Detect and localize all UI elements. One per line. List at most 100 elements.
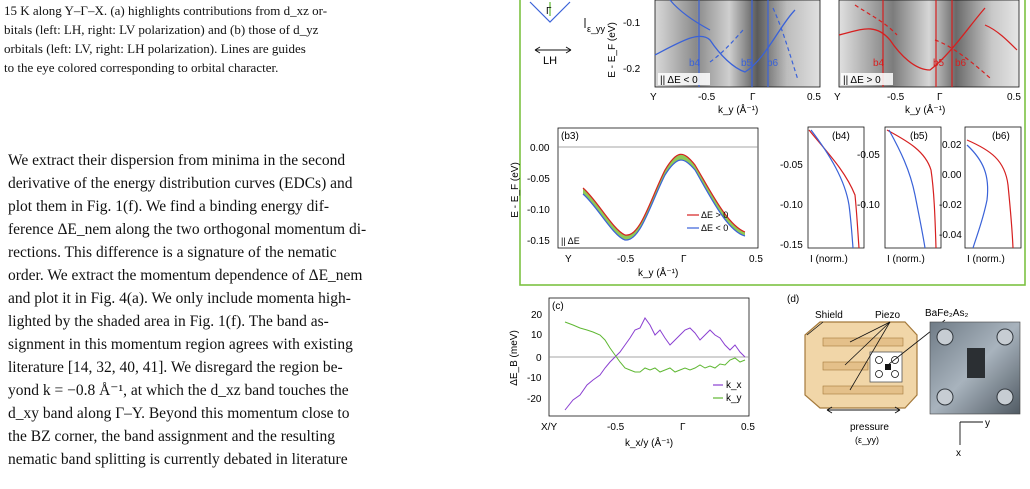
band-label-b4: b4 bbox=[873, 58, 885, 69]
band-label-b6: b6 bbox=[955, 58, 967, 69]
xlabel: k_y (Å⁻¹) bbox=[718, 103, 758, 116]
ytick: -0.05 bbox=[857, 150, 880, 161]
ytick: -0.10 bbox=[780, 200, 803, 211]
b4-xlabel: I (norm.) bbox=[810, 254, 848, 265]
body-line: lighted by the shaded area in Fig. 1(f).… bbox=[8, 313, 329, 330]
panel-b3: (b3) || ΔE ΔE > 0 ΔE < 0 0.00 -0.05 -0.1… bbox=[510, 127, 763, 279]
xtick: Γ bbox=[937, 92, 943, 103]
d-axis-y: y bbox=[985, 418, 990, 429]
band-dashed-right bbox=[772, 7, 799, 81]
figure: Γ ε_yy LH b4 b5 b6 || ΔE < 0 -0.1 -0.2 E… bbox=[505, 0, 1030, 484]
c-ylabel: ΔE_B (meV) bbox=[509, 330, 520, 386]
c-kx-series bbox=[564, 317, 746, 411]
arpes-panel-right: b4 b5 b6 || ΔE > 0 Y -0.5 Γ 0.5 k_y (Å⁻¹… bbox=[834, 0, 1021, 116]
band-line-blue-top bbox=[669, 0, 711, 31]
body-line: We extract their dispersion from minima … bbox=[8, 152, 346, 169]
photo-screw-icon bbox=[936, 388, 954, 406]
band-label-b5: b5 bbox=[741, 58, 753, 69]
arpes-panel-left: b4 b5 b6 || ΔE < 0 -0.1 -0.2 E - E_F (eV… bbox=[607, 0, 821, 116]
body-line: derivative of the energy distribution cu… bbox=[8, 175, 353, 192]
piezo-stack-3 bbox=[822, 385, 904, 395]
xtick: 0.5 bbox=[1007, 92, 1021, 103]
sample-chip bbox=[885, 364, 891, 370]
d-pressure: pressure bbox=[850, 422, 889, 433]
ytick: -20 bbox=[527, 394, 542, 405]
body-line: nematic band splitting is currently deba… bbox=[8, 451, 348, 468]
b3-blue-curve bbox=[582, 159, 746, 241]
band-line-red-right bbox=[984, 24, 1018, 51]
body-line: ference ΔE_nem along the two orthogonal … bbox=[8, 221, 367, 238]
inset-eps: ε_yy bbox=[587, 24, 606, 34]
b3-red-curve bbox=[582, 153, 746, 236]
ytick: 0.00 bbox=[942, 170, 962, 181]
body-line: signment in this momentum region agrees … bbox=[8, 336, 353, 353]
body-line: and plot it in Fig. 4(a). We only includ… bbox=[8, 290, 351, 307]
caption-line: 15 K along Y–Γ–X. (a) highlights contrib… bbox=[4, 3, 328, 18]
panel-b5: (b5) -0.05 -0.10 I (norm.) bbox=[857, 126, 942, 265]
inset-band bbox=[529, 1, 571, 23]
body-line: rections. This difference is a signature… bbox=[8, 244, 337, 261]
b5-blue bbox=[888, 129, 926, 249]
band-line-red bbox=[838, 7, 986, 71]
piezo-stack-1 bbox=[822, 337, 904, 347]
photo-screw-icon bbox=[996, 328, 1014, 346]
caption-line: to the eye colored corresponding to orbi… bbox=[4, 60, 279, 75]
panel-tag-bg bbox=[841, 73, 893, 85]
ytick: -0.15 bbox=[527, 236, 550, 247]
ytick: -0.15 bbox=[780, 240, 803, 251]
ytick: 0.00 bbox=[530, 143, 550, 154]
b3-legend-red: ΔE > 0 bbox=[701, 210, 728, 220]
xtick: -0.5 bbox=[617, 254, 635, 265]
b-panel-frame bbox=[519, 0, 1026, 286]
band-line-blue-dashed bbox=[709, 29, 744, 63]
b6-xlabel: I (norm.) bbox=[967, 254, 1005, 265]
panel-b6: (b6) 0.02 0.00 -0.02 -0.04 I (norm.) bbox=[939, 126, 1022, 265]
xtick: 0.5 bbox=[741, 422, 755, 433]
b5-xlabel: I (norm.) bbox=[887, 254, 925, 265]
panel-c: (c) k_x k_y 20 10 0 -10 -20 ΔE_B (meV) X… bbox=[509, 297, 755, 449]
piezo-pointer-1 bbox=[849, 321, 891, 343]
b3-legend-blue: ΔE < 0 bbox=[701, 223, 728, 233]
figure-svg: Γ ε_yy LH b4 b5 b6 || ΔE < 0 -0.1 -0.2 E… bbox=[509, 0, 1026, 459]
panel-tag-left: || ΔE < 0 bbox=[660, 75, 698, 86]
photo-sample bbox=[967, 348, 985, 378]
body-line: d_xy band along Γ–Y. Beyond this momentu… bbox=[8, 405, 350, 422]
ytick: 20 bbox=[531, 310, 543, 321]
b6-red bbox=[966, 139, 1014, 249]
ylabel: E - E_F (eV) bbox=[607, 22, 618, 78]
ytick: -0.1 bbox=[623, 18, 641, 29]
screw-icon bbox=[875, 356, 883, 364]
d-axis-x: x bbox=[956, 448, 961, 459]
xtick: -0.5 bbox=[887, 92, 905, 103]
band-label-b4: b4 bbox=[689, 58, 701, 69]
ytick: 0 bbox=[536, 353, 542, 364]
arpes-image-left bbox=[654, 0, 821, 88]
body-line: literature [14, 32, 40, 41]. We disregar… bbox=[8, 359, 343, 376]
xtick: -0.5 bbox=[607, 422, 625, 433]
xtick: Γ bbox=[750, 92, 756, 103]
d-eps: (ε_yy) bbox=[855, 435, 879, 445]
d-shield: Shield bbox=[815, 310, 843, 321]
polarization-inset: Γ ε_yy LH bbox=[529, 1, 606, 67]
b4-blue bbox=[810, 129, 854, 249]
arpes-image-right bbox=[838, 0, 1020, 88]
piezo-pointer-3 bbox=[849, 321, 891, 391]
inset-pol: LH bbox=[543, 55, 557, 67]
d-label: (d) bbox=[787, 294, 799, 305]
ytick: -0.10 bbox=[857, 200, 880, 211]
b3-corner: || ΔE bbox=[561, 236, 580, 246]
body-line: the BZ corner, the band assignment and t… bbox=[8, 428, 335, 445]
screw-icon bbox=[875, 370, 883, 378]
ytick: -0.10 bbox=[527, 205, 550, 216]
c-label: (c) bbox=[552, 301, 564, 312]
ytick: -0.05 bbox=[527, 174, 550, 185]
b6-label: (b6) bbox=[992, 131, 1010, 142]
xlabel: k_y (Å⁻¹) bbox=[905, 103, 945, 116]
ytick: 0.02 bbox=[942, 140, 962, 151]
c-ky-series bbox=[564, 321, 746, 373]
band-label-b5: b5 bbox=[933, 58, 945, 69]
d-sample: BaFe₂As₂ bbox=[925, 308, 968, 319]
b4-label: (b4) bbox=[832, 131, 850, 142]
xtick: Y bbox=[834, 92, 841, 103]
b6-blue bbox=[966, 144, 989, 249]
